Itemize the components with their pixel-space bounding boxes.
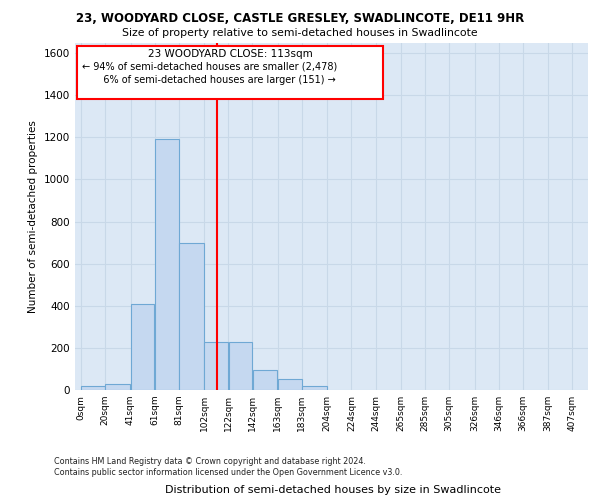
Text: Contains HM Land Registry data © Crown copyright and database right 2024.
Contai: Contains HM Land Registry data © Crown c… (54, 458, 403, 477)
Text: 23 WOODYARD CLOSE: 113sqm: 23 WOODYARD CLOSE: 113sqm (148, 49, 313, 59)
Bar (106, 384, 130, 390)
Bar (82, 386, 105, 390)
Text: 23, WOODYARD CLOSE, CASTLE GRESLEY, SWADLINCOTE, DE11 9HR: 23, WOODYARD CLOSE, CASTLE GRESLEY, SWAD… (76, 12, 524, 26)
Text: 6% of semi-detached houses are larger (151) →: 6% of semi-detached houses are larger (1… (94, 75, 336, 85)
Bar (302, 386, 327, 390)
Text: Distribution of semi-detached houses by size in Swadlincote: Distribution of semi-detached houses by … (165, 485, 501, 495)
Bar (131, 304, 154, 390)
Bar (77, 46, 383, 100)
Bar (253, 370, 277, 390)
Text: Size of property relative to semi-detached houses in Swadlincote: Size of property relative to semi-detach… (122, 28, 478, 38)
Y-axis label: Number of semi-detached properties: Number of semi-detached properties (28, 120, 38, 312)
Bar (179, 242, 204, 390)
Bar (205, 342, 228, 390)
Bar (229, 342, 252, 390)
Bar (278, 380, 302, 390)
Bar (155, 140, 179, 390)
Text: ← 94% of semi-detached houses are smaller (2,478): ← 94% of semi-detached houses are smalle… (82, 62, 337, 72)
